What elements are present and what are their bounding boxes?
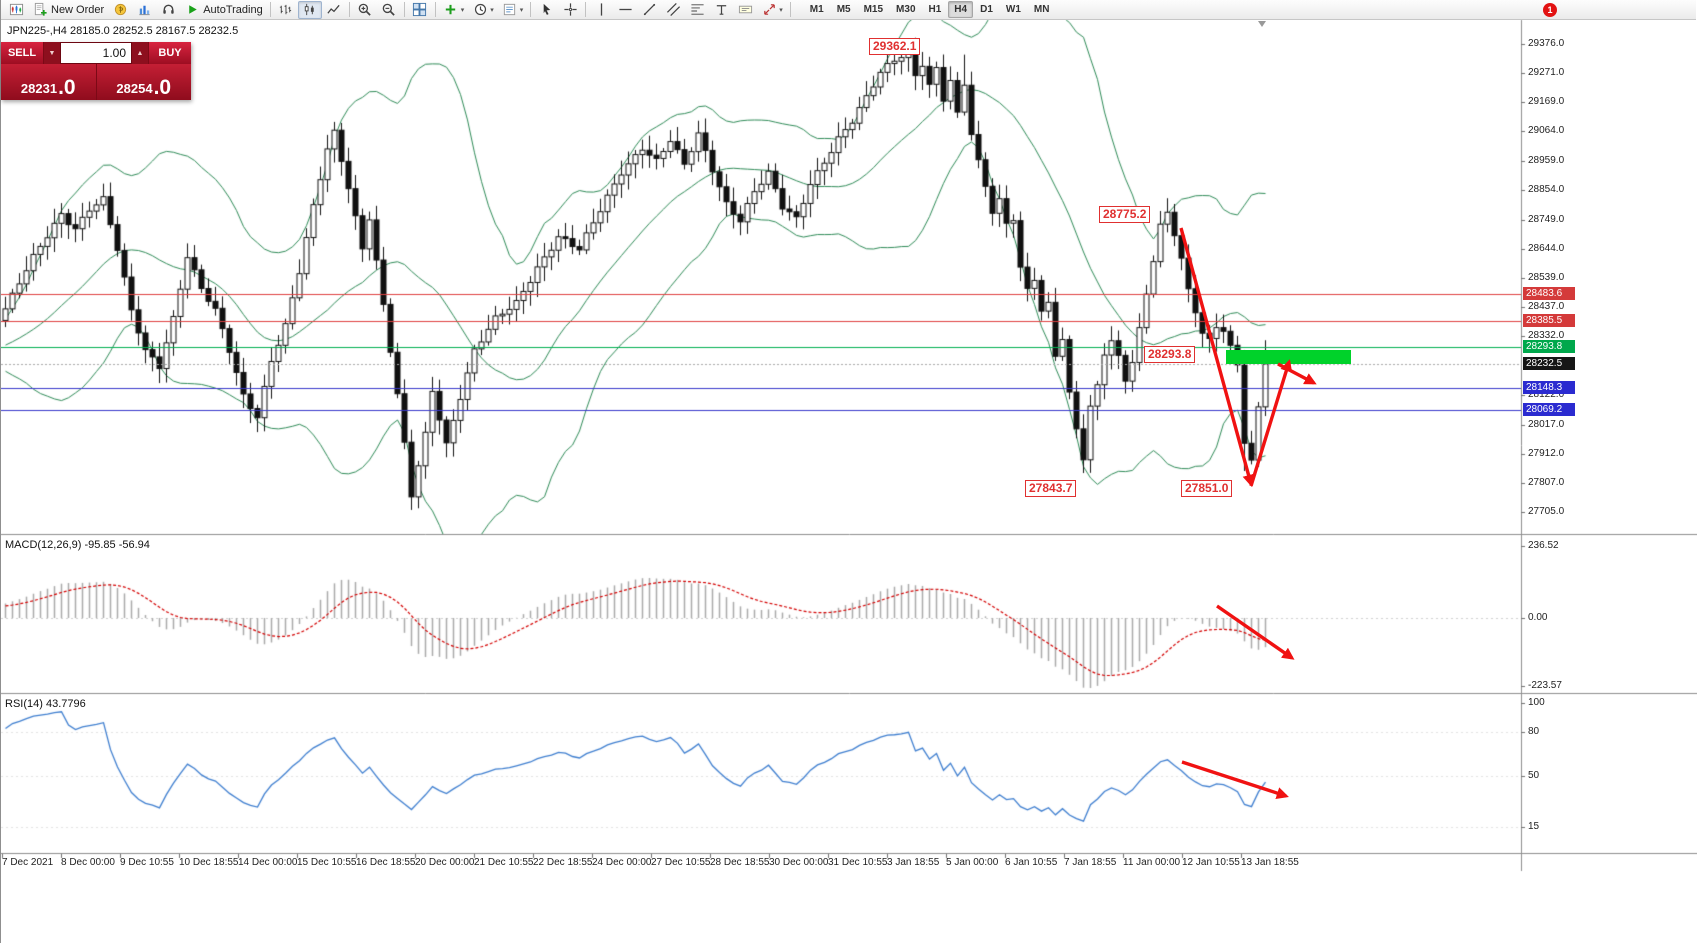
channel-tool-button[interactable] bbox=[661, 1, 685, 19]
templates-icon bbox=[502, 2, 518, 18]
chart-shift-marker[interactable] bbox=[1258, 21, 1266, 27]
support-icon bbox=[160, 2, 176, 18]
zoom-in-button[interactable] bbox=[353, 1, 377, 19]
buy-price[interactable]: 28254.0 bbox=[97, 64, 192, 100]
charts-button[interactable] bbox=[132, 1, 156, 19]
one-click-trading-panel: SELL ▼ ▲ BUY 28231.0 28254.0 bbox=[1, 42, 191, 100]
cursor-tool-button[interactable] bbox=[534, 1, 558, 19]
new-chart-icon bbox=[443, 2, 459, 18]
ohlc-readout: JPN225-,H4 28185.0 28252.5 28167.5 28232… bbox=[7, 25, 238, 37]
period-icon bbox=[472, 2, 488, 18]
buy-price-big: .0 bbox=[153, 76, 172, 99]
chart-window-icon bbox=[8, 2, 24, 18]
ohlc-values: 28185.0 28252.5 28167.5 28232.5 bbox=[69, 25, 239, 37]
zoom-out-button[interactable] bbox=[377, 1, 401, 19]
toolbar-separator bbox=[789, 2, 791, 17]
toolbar-separator bbox=[269, 2, 271, 17]
charts-icon bbox=[136, 2, 152, 18]
trade-panel-prices: 28231.0 28254.0 bbox=[1, 64, 191, 100]
timeframe-d1-button[interactable]: D1 bbox=[980, 4, 993, 15]
timeframe-m15-button[interactable]: M15 bbox=[863, 4, 884, 15]
toolbar: New Order AutoTrading ▾ ▾ ▾ ▾ M1 M5 M15 M30 H1 H4 D1… bbox=[1, 0, 1696, 20]
macd-indicator-label: MACD(12,26,9) -95.85 -56.94 bbox=[5, 539, 150, 551]
chart-window-button[interactable] bbox=[4, 1, 28, 19]
sell-price-small: 28231 bbox=[20, 81, 58, 96]
timeframe-h4-button[interactable]: H4 bbox=[948, 1, 974, 18]
timeframe-w1-button[interactable]: W1 bbox=[1005, 4, 1021, 15]
chevron-down-icon: ▾ bbox=[490, 6, 494, 14]
volume-decrease-button[interactable]: ▼ bbox=[44, 42, 60, 64]
trade-panel-divider bbox=[95, 64, 97, 100]
fibonacci-icon bbox=[689, 2, 705, 18]
bar-chart-icon bbox=[278, 2, 294, 18]
sell-price[interactable]: 28231.0 bbox=[1, 64, 96, 100]
volume-increase-button[interactable]: ▲ bbox=[132, 42, 148, 64]
zoom-out-icon bbox=[381, 2, 397, 18]
text-icon bbox=[713, 2, 729, 18]
hline-icon bbox=[617, 2, 633, 18]
toolbar-separator bbox=[585, 2, 587, 17]
line-chart-icon bbox=[326, 2, 342, 18]
chevron-down-icon: ▾ bbox=[460, 6, 465, 14]
new-order-button-label: New Order bbox=[51, 3, 105, 16]
new-chart-button[interactable]: ▾ bbox=[439, 1, 469, 19]
timeframe-buttons: M1 M5 M15 M30 H1 H4 D1 W1 MN bbox=[804, 1, 1056, 18]
trade-panel-controls: SELL ▼ ▲ BUY bbox=[1, 42, 191, 64]
toolbar-separator bbox=[403, 2, 405, 17]
chevron-down-icon: ▾ bbox=[519, 6, 524, 14]
autotrading-button[interactable]: AutoTrading bbox=[180, 1, 267, 19]
trendline-tool-button[interactable] bbox=[637, 1, 661, 19]
volume-input[interactable] bbox=[60, 42, 132, 64]
candle-chart-icon bbox=[302, 2, 318, 18]
periods-button[interactable]: ▾ bbox=[468, 1, 498, 19]
toolbar-separator bbox=[530, 2, 532, 17]
notification-badge[interactable]: 1 bbox=[1543, 3, 1557, 17]
toolbar-separator bbox=[434, 2, 436, 17]
templates-button[interactable]: ▾ bbox=[498, 1, 528, 19]
zoom-in-icon bbox=[357, 2, 373, 18]
arrows-icon bbox=[761, 2, 777, 18]
timeframe-h1-button[interactable]: H1 bbox=[928, 4, 942, 15]
support-button[interactable] bbox=[156, 1, 180, 19]
text-label-tool-button[interactable] bbox=[733, 1, 757, 19]
crosshair-tool-button[interactable] bbox=[558, 1, 582, 19]
timeframe-m5-button[interactable]: M5 bbox=[836, 4, 851, 15]
chevron-down-icon: ▾ bbox=[779, 6, 783, 14]
sell-button[interactable]: SELL bbox=[1, 42, 44, 64]
arrows-tool-button[interactable]: ▾ bbox=[757, 1, 787, 19]
new-order-doc-icon bbox=[32, 2, 48, 18]
text-label-icon bbox=[737, 2, 753, 18]
timeframe-mn-button[interactable]: MN bbox=[1033, 4, 1050, 15]
funds-icon bbox=[112, 2, 128, 18]
line-chart-button[interactable] bbox=[322, 1, 346, 19]
rsi-indicator-label: RSI(14) 43.7796 bbox=[5, 698, 86, 710]
new-order-button[interactable]: New Order bbox=[28, 1, 108, 19]
channel-icon bbox=[665, 2, 681, 18]
buy-price-small: 28254 bbox=[116, 81, 153, 96]
timeframe-m30-button[interactable]: M30 bbox=[896, 4, 916, 15]
toolbar-separator bbox=[348, 2, 350, 17]
fibonacci-tool-button[interactable] bbox=[685, 1, 709, 19]
bar-chart-button[interactable] bbox=[274, 1, 298, 19]
autotrading-button-label: AutoTrading bbox=[203, 3, 263, 16]
text-tool-button[interactable] bbox=[709, 1, 733, 19]
timeframe-m1-button[interactable]: M1 bbox=[809, 4, 824, 15]
tile-windows-button[interactable] bbox=[408, 1, 432, 19]
horizontal-line-tool-button[interactable] bbox=[613, 1, 637, 19]
cursor-icon bbox=[538, 2, 554, 18]
buy-button[interactable]: BUY bbox=[148, 42, 191, 64]
symbol-period-label: JPN225-,H4 bbox=[7, 25, 67, 37]
crosshair-icon bbox=[562, 2, 578, 18]
vline-icon bbox=[593, 2, 609, 18]
vertical-line-tool-button[interactable] bbox=[589, 1, 613, 19]
candlestick-chart-button[interactable] bbox=[297, 0, 322, 19]
sell-price-big: .0 bbox=[58, 76, 76, 99]
autotrading-play-icon bbox=[184, 2, 200, 18]
tile-windows-icon bbox=[412, 2, 428, 18]
trendline-icon bbox=[641, 2, 657, 18]
funds-button[interactable] bbox=[108, 1, 132, 19]
